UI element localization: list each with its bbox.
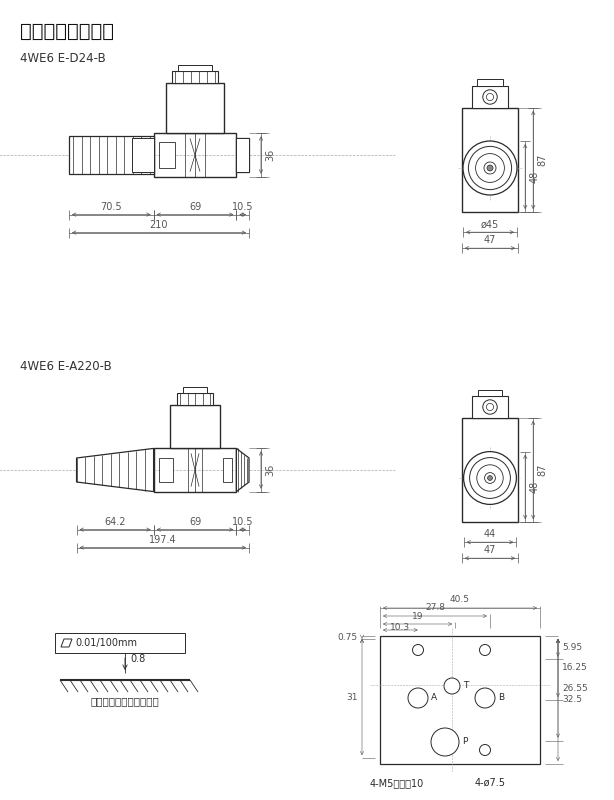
Text: ø45: ø45: [481, 219, 499, 230]
Circle shape: [464, 451, 516, 504]
Circle shape: [480, 745, 491, 755]
Text: 26.55: 26.55: [562, 684, 588, 693]
Text: 44: 44: [484, 530, 496, 539]
Text: 16.25: 16.25: [562, 663, 588, 673]
Circle shape: [484, 473, 495, 483]
Text: 10.5: 10.5: [232, 517, 254, 526]
Text: 31: 31: [346, 693, 358, 702]
Circle shape: [408, 688, 428, 708]
Text: 69: 69: [189, 202, 201, 212]
Bar: [172, 71, 218, 83]
Text: 36: 36: [265, 149, 275, 161]
Polygon shape: [236, 448, 249, 491]
Text: 48: 48: [529, 481, 539, 493]
Circle shape: [483, 90, 497, 104]
Bar: [154, 134, 236, 177]
Circle shape: [444, 678, 460, 694]
Text: 48: 48: [529, 170, 539, 182]
Text: 47: 47: [484, 546, 496, 555]
Circle shape: [475, 688, 495, 708]
Bar: [462, 108, 518, 212]
Bar: [223, 458, 233, 482]
Circle shape: [486, 94, 494, 101]
Text: 0.8: 0.8: [130, 654, 146, 664]
Bar: [177, 393, 213, 405]
Text: 87: 87: [537, 154, 547, 166]
Text: 210: 210: [150, 219, 168, 230]
Bar: [158, 142, 176, 168]
Text: 4WE6 E-A220-B: 4WE6 E-A220-B: [20, 360, 112, 373]
Text: 4-M5有效深10: 4-M5有效深10: [370, 778, 424, 788]
Circle shape: [484, 162, 496, 174]
Text: P: P: [462, 738, 467, 746]
Text: 10.3: 10.3: [391, 623, 410, 632]
Circle shape: [486, 403, 494, 410]
Text: 64.2: 64.2: [104, 517, 126, 526]
Text: 69: 69: [189, 517, 201, 526]
Circle shape: [480, 645, 491, 655]
Text: B: B: [498, 694, 504, 702]
Bar: [132, 138, 154, 172]
Bar: [69, 136, 154, 174]
Text: T: T: [463, 682, 468, 690]
Circle shape: [463, 141, 517, 195]
Text: 4WE6 E-D24-B: 4WE6 E-D24-B: [20, 52, 106, 65]
Circle shape: [477, 465, 503, 491]
Circle shape: [470, 458, 510, 498]
Text: 36: 36: [265, 464, 275, 476]
Bar: [236, 138, 249, 172]
Circle shape: [468, 146, 511, 190]
Text: 40.5: 40.5: [450, 595, 470, 604]
Text: 【外形安装尺寸】: 【外形安装尺寸】: [20, 22, 114, 41]
Text: 19: 19: [412, 612, 423, 621]
Circle shape: [431, 728, 459, 756]
Text: 87: 87: [537, 464, 547, 476]
Bar: [158, 458, 173, 482]
Bar: [236, 138, 249, 172]
Text: 4-ø7.5: 4-ø7.5: [475, 778, 506, 788]
Bar: [55, 633, 185, 653]
Circle shape: [488, 475, 492, 480]
Bar: [477, 79, 503, 86]
Circle shape: [476, 154, 504, 182]
Bar: [183, 387, 207, 393]
Bar: [472, 86, 508, 108]
Bar: [462, 418, 518, 522]
Text: 0.01/100mm: 0.01/100mm: [75, 638, 137, 648]
Bar: [154, 448, 236, 491]
Text: 5.95: 5.95: [562, 643, 582, 652]
Bar: [166, 83, 223, 134]
Polygon shape: [61, 639, 72, 647]
Circle shape: [487, 165, 493, 171]
Text: 32.5: 32.5: [562, 695, 582, 705]
Text: 要求配合部件表面精加工: 要求配合部件表面精加工: [91, 696, 160, 706]
Bar: [380, 636, 540, 764]
Text: 0.75: 0.75: [338, 633, 358, 642]
Text: 70.5: 70.5: [101, 202, 122, 212]
Text: 197.4: 197.4: [149, 534, 177, 545]
Bar: [478, 390, 502, 396]
Text: A: A: [431, 694, 437, 702]
Circle shape: [483, 400, 497, 414]
Text: 27.8: 27.8: [425, 603, 445, 612]
Bar: [178, 65, 212, 71]
Text: 10.5: 10.5: [232, 202, 254, 212]
Bar: [170, 405, 220, 448]
Text: 47: 47: [484, 235, 496, 245]
Circle shape: [413, 645, 424, 655]
Polygon shape: [77, 448, 154, 491]
Bar: [472, 396, 508, 418]
